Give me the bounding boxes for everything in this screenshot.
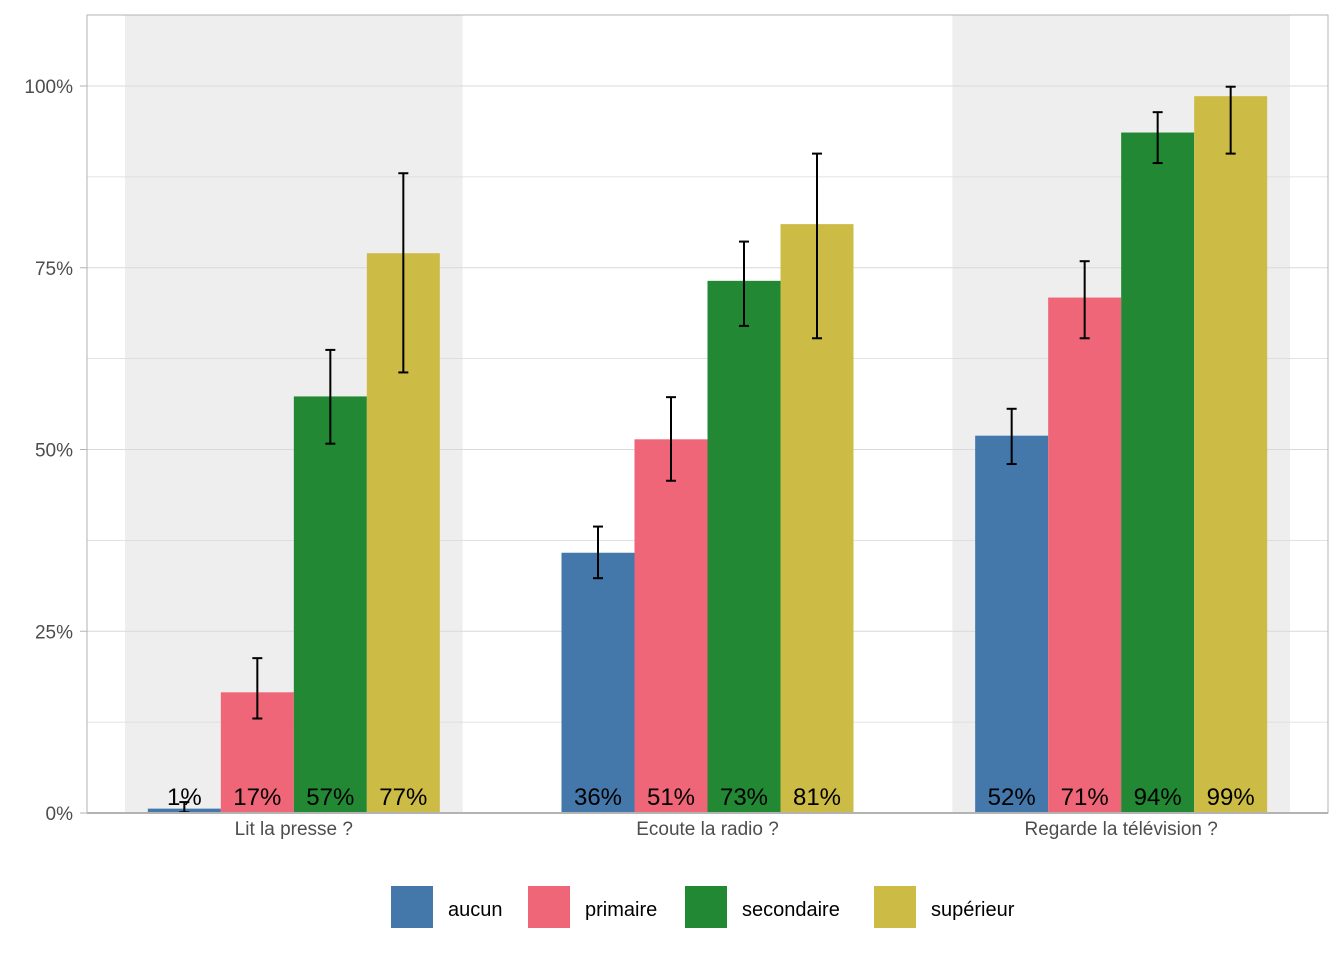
y-tick-label: 0% bbox=[46, 804, 74, 825]
bar-supérieur-2 bbox=[1194, 96, 1268, 814]
bar-label: 99% bbox=[1207, 784, 1255, 811]
error-bar bbox=[398, 172, 409, 374]
error-bar bbox=[1152, 111, 1163, 165]
legend-label: secondaire bbox=[742, 899, 840, 921]
x-tick-label: Ecoute la radio ? bbox=[636, 819, 779, 840]
error-bar bbox=[1079, 260, 1090, 340]
legend: aucun primaire secondaire supérieur bbox=[391, 886, 1015, 928]
legend-swatch bbox=[391, 886, 433, 928]
bar-label: 77% bbox=[379, 784, 427, 811]
bar-label: 17% bbox=[233, 784, 281, 811]
bar-primaire-1 bbox=[634, 439, 708, 813]
bars bbox=[147, 96, 1268, 814]
legend-item-secondaire: secondaire bbox=[685, 886, 840, 928]
bar-labels: 1% 17% 57% 77% 36% 51% 73% 81% 52% 71% 94% 99% bbox=[167, 784, 1255, 811]
error-bar bbox=[325, 348, 336, 445]
bar-secondaire-1 bbox=[707, 280, 781, 813]
bar-secondaire-2 bbox=[1121, 132, 1195, 813]
bar-label: 71% bbox=[1061, 784, 1109, 811]
legend-label: aucun bbox=[448, 899, 503, 921]
x-axis-ticks: Lit la presse ? Ecoute la radio ? Regarde … bbox=[235, 819, 1218, 840]
bar-label: 51% bbox=[647, 784, 695, 811]
bar-label: 52% bbox=[988, 784, 1036, 811]
bar-aucun-1 bbox=[561, 552, 635, 813]
axes bbox=[86, 14, 1329, 814]
x-tick-label: Regarde la télévision ? bbox=[1025, 819, 1218, 840]
bar-label: 73% bbox=[720, 784, 768, 811]
legend-label: primaire bbox=[585, 899, 657, 921]
error-bar bbox=[593, 525, 603, 580]
y-tick-label: 100% bbox=[24, 77, 73, 98]
legend-swatch bbox=[528, 886, 570, 928]
error-bar bbox=[252, 657, 263, 720]
legend-item-primaire: primaire bbox=[528, 886, 657, 928]
bar-label: 36% bbox=[574, 784, 622, 811]
error-bar bbox=[812, 152, 822, 340]
legend-swatch bbox=[685, 886, 727, 928]
bar-label: 1% bbox=[167, 784, 202, 811]
legend-label: supérieur bbox=[931, 899, 1015, 921]
bar-secondaire-0 bbox=[293, 396, 367, 813]
bar-label: 94% bbox=[1134, 784, 1182, 811]
error-bar bbox=[666, 396, 676, 482]
legend-swatch bbox=[874, 886, 916, 928]
legend-item-supérieur: supérieur bbox=[874, 886, 1015, 928]
error-bars bbox=[179, 85, 1236, 814]
x-tick-label: Lit la presse ? bbox=[235, 819, 353, 840]
error-bar bbox=[739, 240, 749, 327]
bar-label: 81% bbox=[793, 784, 841, 811]
bar-primaire-2 bbox=[1048, 297, 1122, 813]
bar-label: 57% bbox=[306, 784, 354, 811]
y-tick-label: 50% bbox=[35, 441, 73, 462]
bar-aucun-2 bbox=[975, 435, 1049, 813]
error-bar bbox=[1225, 85, 1236, 155]
y-tick-label: 25% bbox=[35, 622, 73, 643]
y-tick-label: 75% bbox=[35, 259, 73, 280]
error-bar bbox=[1006, 407, 1017, 466]
y-axis-ticks: 0% 25% 50% 75% 100% bbox=[24, 77, 87, 825]
legend-item-aucun: aucun bbox=[391, 886, 503, 928]
